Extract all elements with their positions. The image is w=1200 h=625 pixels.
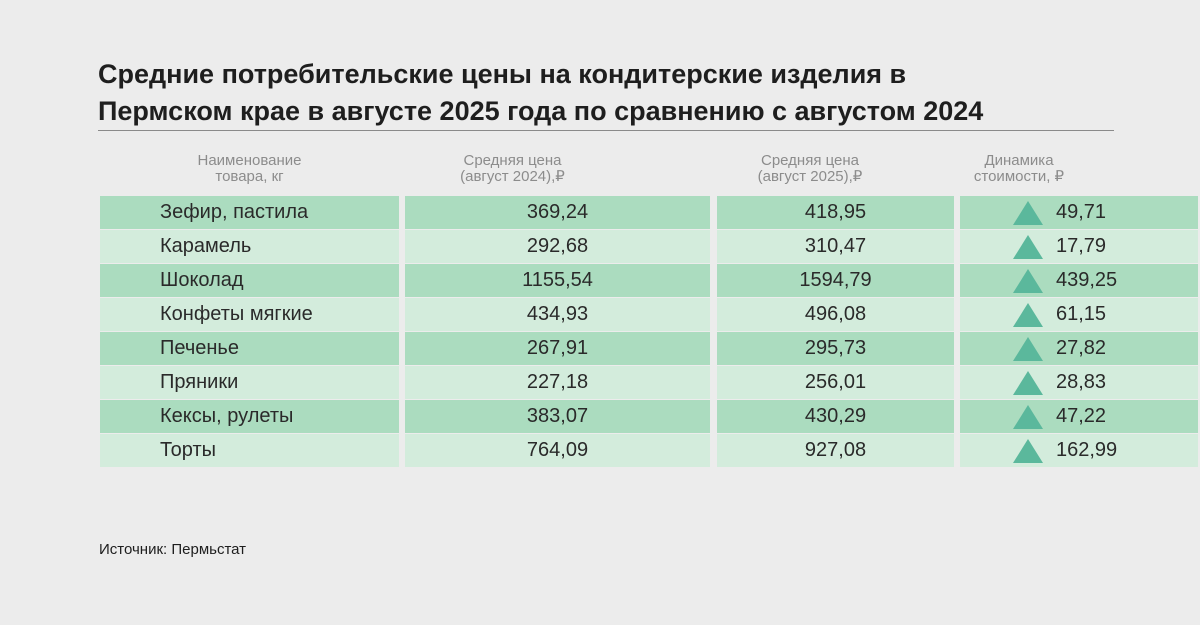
change-value: 439,25 [1056, 269, 1118, 291]
price-2024-cell: 267,91 [405, 332, 710, 365]
up-triangle-icon [1013, 269, 1043, 293]
up-triangle-icon [1013, 337, 1043, 361]
price-2024-cell: 1155,54 [405, 264, 710, 297]
change-cell: 47,22 [960, 400, 1198, 433]
price-2025-cell: 496,08 [717, 298, 954, 331]
header-change-line-2: стоимости, ₽ [973, 168, 1065, 185]
price-2025-cell: 295,73 [717, 332, 954, 365]
price-2024-cell: 764,09 [405, 434, 710, 467]
change-value: 49,71 [1056, 201, 1107, 223]
table-row: Зефир, пастила 369,24 418,95 49,71 [100, 196, 1198, 229]
chart-title-line-1: Средние потребительские цены на кондитер… [98, 59, 907, 89]
source-value: Пермьстат [171, 541, 247, 558]
product-name-cell: Зефир, пастила [100, 196, 399, 229]
change-value: 47,22 [1056, 405, 1107, 427]
change-value: 27,82 [1056, 337, 1107, 359]
price-2024-cell: 292,68 [405, 230, 710, 263]
up-triangle-icon [1013, 235, 1043, 259]
up-triangle-icon [1013, 439, 1043, 463]
change-cell: 17,79 [960, 230, 1198, 263]
table-row: Пряники 227,18 256,01 28,83 [100, 366, 1198, 399]
price-2025-cell: 927,08 [717, 434, 954, 467]
price-2025-cell: 418,95 [717, 196, 954, 229]
change-value: 162,99 [1056, 439, 1118, 461]
header-price-2025: Средняя цена (август 2025),₽ [660, 153, 960, 193]
table-row: Шоколад 1155,54 1594,79 439,25 [100, 264, 1198, 297]
header-price-2024-line-2: (август 2024),₽ [460, 168, 565, 185]
chart-title-line-2: Пермском крае в августе 2025 года по сра… [98, 96, 984, 126]
price-2024-cell: 383,07 [405, 400, 710, 433]
header-change-line-1: Динамика [984, 152, 1054, 169]
table-row: Печенье 267,91 295,73 27,82 [100, 332, 1198, 365]
price-2025-cell: 430,29 [717, 400, 954, 433]
header-product-name-line-2: товара, кг [215, 168, 284, 185]
up-triangle-icon [1013, 405, 1043, 429]
price-2025-cell: 310,47 [717, 230, 954, 263]
price-2025-cell: 1594,79 [717, 264, 954, 297]
change-cell: 61,15 [960, 298, 1198, 331]
change-value: 17,79 [1056, 235, 1107, 257]
header-change: Динамика стоимости, ₽ [900, 153, 1138, 193]
change-value: 28,83 [1056, 371, 1107, 393]
up-triangle-icon [1013, 303, 1043, 327]
price-2025-cell: 256,01 [717, 366, 954, 399]
source-note: Источник: Пермьстат [99, 541, 246, 558]
product-name-cell: Шоколад [100, 264, 399, 297]
header-product-name-line-1: Наименование [197, 152, 302, 169]
chart-title: Средние потребительские цены на кондитер… [98, 56, 1128, 130]
product-name-cell: Пряники [100, 366, 399, 399]
change-cell: 49,71 [960, 196, 1198, 229]
price-2024-cell: 227,18 [405, 366, 710, 399]
table-row: Кексы, рулеты 383,07 430,29 47,22 [100, 400, 1198, 433]
table-row: Конфеты мягкие 434,93 496,08 61,15 [100, 298, 1198, 331]
product-name-cell: Конфеты мягкие [100, 298, 399, 331]
title-divider [98, 130, 1114, 131]
product-name-cell: Печенье [100, 332, 399, 365]
table-row: Карамель 292,68 310,47 17,79 [100, 230, 1198, 263]
price-2024-cell: 434,93 [405, 298, 710, 331]
product-name-cell: Карамель [100, 230, 399, 263]
header-price-2024: Средняя цена (август 2024),₽ [405, 153, 620, 193]
change-cell: 162,99 [960, 434, 1198, 467]
change-cell: 27,82 [960, 332, 1198, 365]
product-name-cell: Торты [100, 434, 399, 467]
change-cell: 28,83 [960, 366, 1198, 399]
header-price-2024-line-1: Средняя цена [463, 152, 562, 169]
change-cell: 439,25 [960, 264, 1198, 297]
up-triangle-icon [1013, 371, 1043, 395]
header-price-2025-line-1: Средняя цена [760, 152, 860, 169]
up-triangle-icon [1013, 201, 1043, 225]
header-price-2025-line-2: (август 2025),₽ [757, 168, 863, 185]
table-row: Торты 764,09 927,08 162,99 [100, 434, 1198, 467]
header-product-name: Наименование товара, кг [100, 153, 399, 193]
source-label: Источник: [99, 541, 168, 558]
product-name-cell: Кексы, рулеты [100, 400, 399, 433]
change-value: 61,15 [1056, 303, 1107, 325]
price-2024-cell: 369,24 [405, 196, 710, 229]
